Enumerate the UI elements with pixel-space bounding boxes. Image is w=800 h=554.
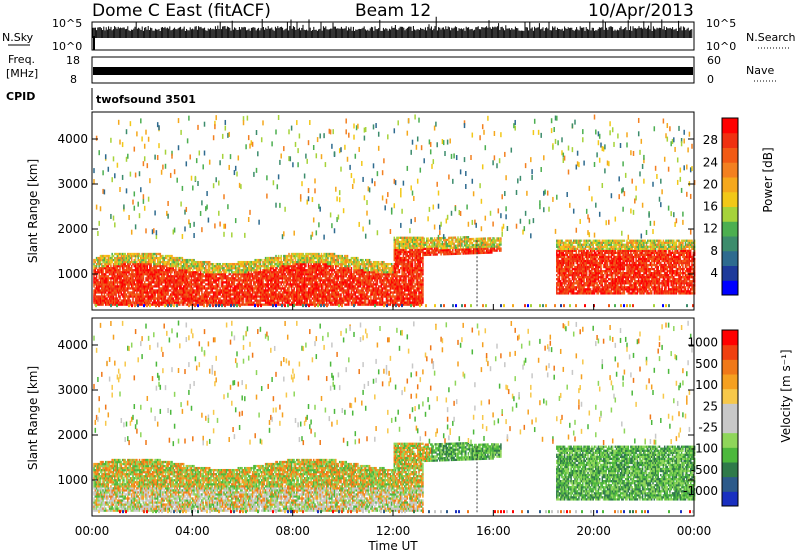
power-colorbar-swatch [722, 206, 738, 222]
power-ylabel: Slant Range [km] [26, 159, 40, 263]
velocity-colorbar-swatch [722, 491, 738, 507]
velocity-colorbar-swatch [722, 447, 738, 463]
velocity-colorbar-swatch [722, 374, 738, 390]
freq-unit-label: [MHz] [6, 67, 38, 80]
y-tick-label: 3000 [57, 177, 88, 191]
y-tick-label: 2000 [57, 428, 88, 442]
x-tick-label: 20:00 [576, 524, 611, 538]
velocity-colorbar-tick: 1000 [687, 336, 718, 350]
power-y-axis: 1000 2000 3000 4000 [57, 132, 694, 281]
velocity-colorbar-swatch [722, 476, 738, 492]
nsky-right-tick-bottom: 10^0 [706, 40, 736, 53]
power-colorbar-tick: 12 [703, 222, 718, 236]
power-colorbar-swatch [722, 250, 738, 266]
power-colorbar-swatch [722, 236, 738, 252]
velocity-heatmap [93, 320, 696, 514]
velocity-colorbar-swatch [722, 388, 738, 404]
x-tick-label: 12:00 [376, 524, 411, 538]
power-colorbar: 4 8 12 16 20 24 28 [703, 117, 739, 296]
velocity-colorbar-swatch [722, 403, 738, 419]
velocity-colorbar-tick: -500 [691, 463, 718, 477]
x-tick-label: 04:00 [175, 524, 210, 538]
power-colorbar-swatch [722, 162, 738, 178]
nsky-tick-bottom: 10^0 [52, 40, 82, 53]
velocity-colorbar-tick: -25 [698, 421, 718, 435]
power-colorbar-tick: 16 [703, 200, 718, 214]
x-tick-label: 00:00 [677, 524, 712, 538]
x-tick-label: 00:00 [75, 524, 110, 538]
y-tick-label: 4000 [57, 132, 88, 146]
power-colorbar-tick: 4 [710, 266, 718, 280]
velocity-colorbar-tick: -100 [691, 442, 718, 456]
velocity-ylabel: Slant Range [km] [26, 366, 40, 470]
nsearch-label: N.Search [746, 31, 796, 44]
velocity-panel: 1000 2000 3000 4000 Slant Range [km] 1000 50… [26, 317, 793, 517]
power-colorbar-tick: 28 [703, 133, 718, 147]
velocity-colorbar-swatch [722, 359, 738, 375]
velocity-colorbar-swatch [722, 330, 738, 346]
nsky-right-tick-top: 10^5 [706, 17, 736, 30]
freq-tick-bottom: 8 [70, 73, 77, 86]
power-colorbar-swatch [722, 221, 738, 237]
nave-tick-bottom: 0 [707, 73, 714, 86]
nave-tick-top: 60 [707, 54, 721, 67]
nave-label: Nave [746, 64, 774, 77]
nsky-strip: N.Sky 10^5 10^0 10^5 10^0 N.Search [2, 16, 796, 53]
power-colorbar-swatch [722, 177, 738, 193]
power-colorbar-tick: 8 [710, 244, 718, 258]
freq-trace [93, 67, 693, 75]
velocity-colorbar-swatch [722, 344, 738, 360]
power-colorbar-label: Power [dB] [761, 147, 775, 212]
power-colorbar-tick: 24 [703, 155, 718, 169]
velocity-colorbar-swatch [722, 432, 738, 448]
velocity-colorbar: 1000 500 100 25 -25 -100 -500 -1000 [683, 329, 739, 507]
velocity-colorbar-swatch [722, 462, 738, 478]
beam-label: Beam 12 [355, 1, 431, 21]
power-colorbar-swatch [722, 191, 738, 207]
cpid-program: twofsound 3501 [96, 93, 196, 106]
power-heatmap [93, 114, 696, 308]
velocity-colorbar-swatch [722, 418, 738, 434]
velocity-y-axis: 1000 2000 3000 4000 [57, 338, 694, 487]
power-colorbar-swatch [722, 147, 738, 163]
freq-tick-top: 18 [66, 54, 80, 67]
velocity-colorbar-tick: 500 [695, 357, 718, 371]
power-colorbar-swatch [722, 118, 738, 134]
velocity-colorbar-tick: -1000 [683, 484, 718, 498]
cpid-label: CPID [6, 90, 35, 103]
y-tick-label: 2000 [57, 222, 88, 236]
freq-label: Freq. [8, 53, 35, 66]
power-colorbar-swatch [722, 265, 738, 281]
freq-strip: Freq. [MHz] 18 8 60 0 Nave [6, 53, 778, 86]
plot-title: Dome C East (fitACF) [92, 1, 271, 21]
velocity-colorbar-tick: 25 [703, 399, 718, 413]
nsky-label: N.Sky [2, 31, 34, 44]
y-tick-label: 4000 [57, 338, 88, 352]
nsky-tick-top: 10^5 [52, 17, 82, 30]
y-tick-label: 1000 [57, 473, 88, 487]
x-tick-label: 08:00 [275, 524, 310, 538]
power-colorbar-tick: 20 [703, 177, 718, 191]
y-tick-label: 1000 [57, 267, 88, 281]
power-panel: 1000 2000 3000 4000 Slant Range [km] 4 8 12 16… [26, 111, 775, 311]
velocity-colorbar-label: Velocity [m s⁻¹] [779, 349, 793, 442]
y-tick-label: 3000 [57, 383, 88, 397]
date-label: 10/Apr/2013 [588, 1, 694, 21]
x-axis-label: Time UT [367, 539, 418, 553]
velocity-colorbar-tick: 100 [695, 378, 718, 392]
power-colorbar-swatch [722, 280, 738, 296]
x-tick-label: 16:00 [476, 524, 511, 538]
nsky-trace [92, 16, 693, 50]
time-x-axis: 00:00 04:00 08:00 12:00 16:00 20:00 00:00 [75, 304, 712, 538]
cpid-strip: CPID twofsound 3501 [6, 88, 196, 110]
power-colorbar-swatch [722, 132, 738, 148]
